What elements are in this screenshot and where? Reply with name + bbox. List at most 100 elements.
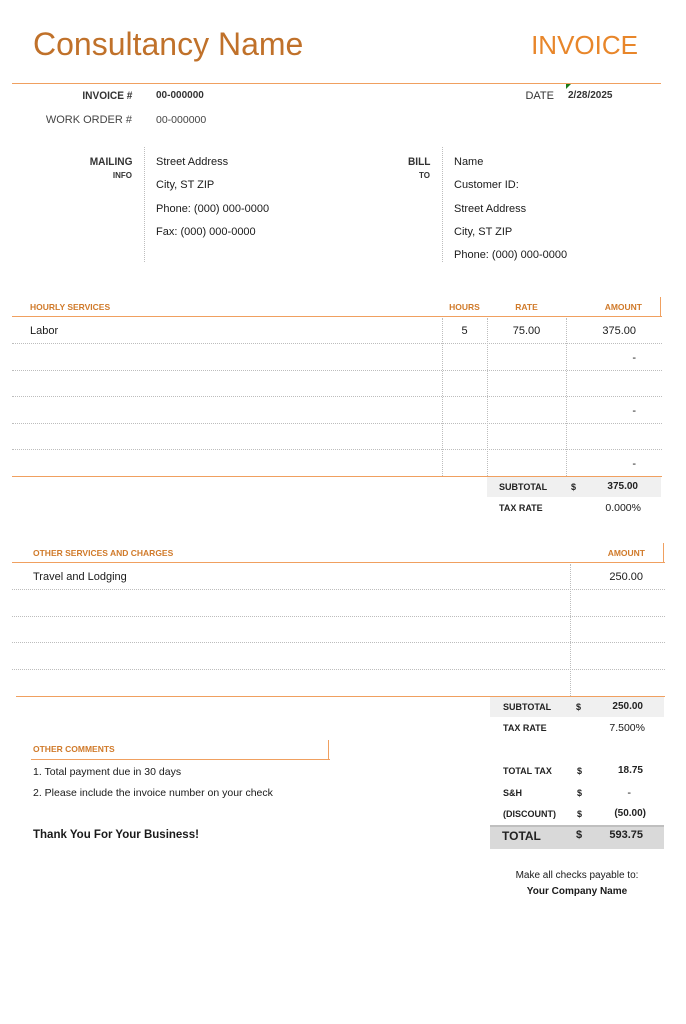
- table-row: [12, 423, 662, 450]
- invoice-number-label: INVOICE #: [81, 90, 132, 102]
- table-row: [12, 616, 665, 644]
- mailing-sublabel: INFO: [112, 171, 132, 180]
- hourly-header-rate: RATE: [515, 302, 538, 312]
- hourly-tax-rate-label: TAX RATE: [499, 503, 543, 513]
- other-header-border: [663, 543, 664, 563]
- row-divider: [12, 343, 662, 344]
- hourly-subtotal-currency: $: [571, 482, 577, 492]
- row-divider: [12, 369, 662, 371]
- discount-currency: $: [577, 809, 583, 819]
- row-divider: [12, 642, 665, 644]
- comment-line[interactable]: 2. Please include the invoice number on …: [33, 787, 273, 799]
- comment-marker-icon: [566, 84, 571, 89]
- hourly-header-border: [660, 297, 661, 317]
- total-label: TOTAL: [502, 829, 541, 843]
- column-divider: [442, 318, 443, 476]
- other-bottom-rule: [16, 696, 665, 697]
- row-description[interactable]: Labor: [30, 325, 59, 337]
- other-tax-rate-label: TAX RATE: [503, 723, 547, 733]
- row-amount: -: [632, 457, 636, 470]
- discount-label: (DISCOUNT): [503, 809, 556, 819]
- row-divider: [12, 589, 665, 590]
- other-subtotal-label: SUBTOTAL: [503, 702, 552, 712]
- hourly-header-hours: HOURS: [449, 302, 480, 312]
- work-order-label: WORK ORDER #: [45, 114, 132, 126]
- payable-name: Your Company Name: [526, 886, 628, 897]
- mailing-label: MAILING: [89, 156, 132, 168]
- row-amount[interactable]: 250.00: [609, 571, 643, 583]
- total-tax-currency: $: [577, 766, 583, 776]
- hourly-bottom-rule: [12, 476, 662, 477]
- other-subtotal-currency: $: [576, 702, 582, 712]
- work-order-value[interactable]: 00-000000: [156, 114, 207, 126]
- mailing-divider: [144, 147, 145, 262]
- mailing-line[interactable]: City, ST ZIP: [156, 179, 215, 191]
- row-rate[interactable]: 75.00: [512, 325, 541, 337]
- table-row: [12, 370, 662, 397]
- sh-currency: $: [577, 788, 583, 798]
- mailing-line[interactable]: Phone: (000) 000-0000: [156, 203, 270, 215]
- comments-header: OTHER COMMENTS: [33, 744, 115, 754]
- thank-you-message: Thank You For Your Business!: [33, 829, 199, 841]
- total-bg: [490, 825, 664, 849]
- other-tax-rate-value[interactable]: 7.500%: [609, 722, 645, 734]
- sh-value[interactable]: -: [627, 787, 631, 799]
- other-subtotal-bg: [490, 697, 664, 717]
- table-row: [12, 590, 665, 617]
- row-amount: 375.00: [602, 325, 636, 337]
- row-amount: -: [632, 404, 636, 417]
- hourly-header-amount: AMOUNT: [604, 302, 642, 312]
- column-divider: [566, 318, 567, 476]
- row-description[interactable]: Travel and Lodging: [33, 571, 127, 583]
- discount-value[interactable]: (50.00): [614, 808, 646, 819]
- row-divider: [12, 615, 665, 617]
- comments-border: [328, 740, 329, 760]
- other-header-rule: [12, 562, 665, 563]
- bill-to-label: BILL: [407, 156, 430, 168]
- other-header-amount: AMOUNT: [607, 548, 645, 558]
- bill-to-line[interactable]: Street Address: [454, 203, 527, 215]
- date-label: DATE: [525, 90, 554, 102]
- row-divider: [12, 422, 662, 424]
- table-row: -: [12, 397, 662, 424]
- row-divider: [12, 396, 662, 397]
- bill-to-line[interactable]: Phone: (000) 000-0000: [454, 249, 568, 261]
- other-header-description: OTHER SERVICES AND CHARGES: [33, 548, 174, 558]
- header-rule: [12, 83, 661, 84]
- other-subtotal-value: 250.00: [612, 701, 643, 712]
- mailing-line[interactable]: Fax: (000) 000-0000: [156, 226, 256, 238]
- total-tax-value: 18.75: [617, 765, 643, 776]
- payable-text: Make all checks payable to:: [515, 870, 639, 881]
- hourly-tax-rate-value[interactable]: 0.000%: [605, 502, 641, 514]
- bill-to-line[interactable]: City, ST ZIP: [454, 226, 513, 238]
- total-currency: $: [576, 829, 583, 841]
- row-hours[interactable]: 5: [461, 325, 468, 337]
- table-row: -: [12, 450, 662, 476]
- hourly-header-description: HOURLY SERVICES: [30, 302, 111, 312]
- total-tax-label: TOTAL TAX: [503, 766, 552, 776]
- table-row: [12, 669, 665, 695]
- date-value[interactable]: 2/28/2025: [568, 90, 613, 101]
- bill-to-sublabel: TO: [419, 171, 430, 180]
- doc-title: INVOICE: [531, 30, 638, 60]
- bill-to-line[interactable]: Customer ID:: [454, 179, 519, 191]
- hourly-header-rule: [12, 316, 662, 317]
- bill-to-divider: [442, 147, 443, 262]
- hourly-subtotal-value: 375.00: [607, 481, 638, 492]
- table-row: [12, 643, 665, 670]
- column-divider: [487, 318, 488, 476]
- comment-line[interactable]: 1. Total payment due in 30 days: [33, 766, 182, 778]
- mailing-line[interactable]: Street Address: [156, 156, 229, 168]
- company-name: Consultancy Name: [33, 26, 304, 62]
- table-row: Labor 5 75.00 375.00: [12, 317, 662, 344]
- bill-to-line[interactable]: Name: [454, 156, 484, 168]
- invoice-number-value[interactable]: 00-000000: [156, 90, 204, 101]
- table-row: -: [12, 344, 662, 371]
- comments-rule: [31, 759, 330, 760]
- row-divider: [12, 668, 665, 670]
- hourly-subtotal-label: SUBTOTAL: [499, 482, 548, 492]
- total-value: 593.75: [609, 829, 643, 841]
- row-amount: -: [632, 351, 636, 364]
- row-divider: [12, 449, 662, 450]
- hourly-subtotal-bg: [487, 477, 661, 497]
